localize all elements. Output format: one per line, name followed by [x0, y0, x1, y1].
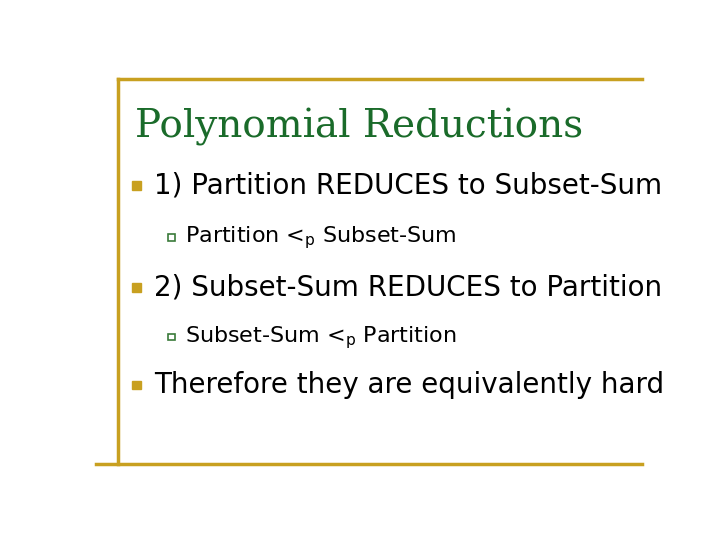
Text: Subset-Sum <$_\mathregular{p}$ Partition: Subset-Sum <$_\mathregular{p}$ Partition [185, 324, 456, 350]
Bar [132, 181, 141, 190]
Bar [168, 234, 175, 241]
Bar [132, 381, 141, 389]
Text: 2) Subset-Sum REDUCES to Partition: 2) Subset-Sum REDUCES to Partition [154, 273, 662, 301]
Text: 1) Partition REDUCES to Subset-Sum: 1) Partition REDUCES to Subset-Sum [154, 171, 662, 199]
Text: Partition <$_\mathregular{p}$ Subset-Sum: Partition <$_\mathregular{p}$ Subset-Sum [185, 224, 456, 251]
Text: Therefore they are equivalently hard: Therefore they are equivalently hard [154, 371, 665, 399]
Text: Polynomial Reductions: Polynomial Reductions [135, 109, 582, 146]
Bar [168, 334, 175, 341]
Bar [132, 283, 141, 292]
